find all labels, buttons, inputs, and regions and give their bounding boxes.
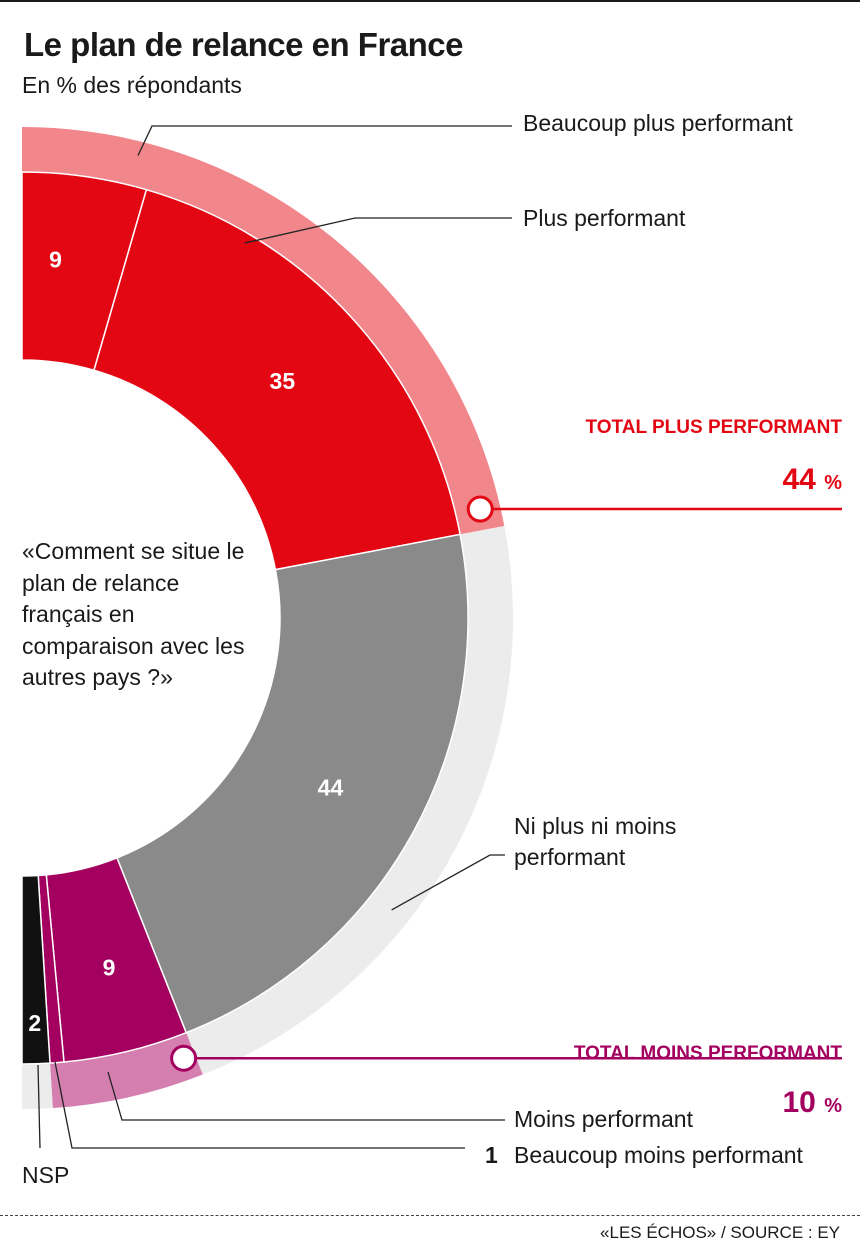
top-rule	[0, 0, 860, 2]
category-label-neutre-line2: performant	[514, 844, 626, 870]
chart-subtitle: En % des répondants	[22, 72, 242, 98]
outer-ring-plus	[22, 127, 505, 535]
outer-ring-nsp	[22, 1061, 53, 1109]
footer-divider	[0, 1215, 860, 1216]
outer-ring-neutral	[185, 525, 513, 1075]
category-label-nsp: NSP	[22, 1162, 69, 1188]
leader-line-nsp	[37, 1064, 41, 1149]
leader-line-beaucoup-plus	[137, 125, 512, 156]
category-label-moins: Moins performant	[514, 1106, 694, 1132]
leader-line-beaucoup-moins	[54, 1061, 465, 1149]
chart-title: Le plan de relance en France	[24, 26, 464, 63]
leader-line-plus	[244, 217, 512, 244]
total-moins-label: TOTAL MOINS PERFORMANT	[574, 1043, 843, 1064]
source-credit: «LES ÉCHOS» / SOURCE : EY	[600, 1223, 840, 1242]
total-plus-marker	[466, 495, 494, 523]
slice-nsp	[21, 874, 51, 1065]
total-moins-marker	[170, 1044, 198, 1072]
category-label-beaucoup-moins: Beaucoup moins performant	[514, 1142, 804, 1168]
value-label-moins: 9	[103, 954, 116, 980]
value-label-nsp: 2	[28, 1010, 41, 1036]
category-label-plus: Plus performant	[523, 205, 686, 231]
total-moins-value: 10 %	[782, 1086, 842, 1119]
leader-line-moins	[107, 1071, 505, 1121]
category-label-neutre-line1: Ni plus ni moins	[514, 813, 676, 839]
value-label-beaucoup-plus: 9	[49, 247, 62, 273]
outer-ring-moins	[49, 1030, 203, 1109]
survey-question: «Comment se situe le plan de relance fra…	[22, 538, 245, 690]
leader-line-neutre	[391, 854, 505, 911]
slice-neutre	[116, 533, 469, 1034]
total-plus-label: TOTAL PLUS PERFORMANT	[586, 417, 843, 438]
value-label-plus: 35	[270, 368, 296, 394]
total-plus-value: 44 %	[782, 463, 842, 496]
category-label-beaucoup-plus: Beaucoup plus performant	[523, 110, 793, 136]
slice-plus	[93, 188, 461, 571]
value-label-beaucoup-moins: 1	[485, 1142, 498, 1168]
value-label-neutre: 44	[318, 775, 344, 801]
